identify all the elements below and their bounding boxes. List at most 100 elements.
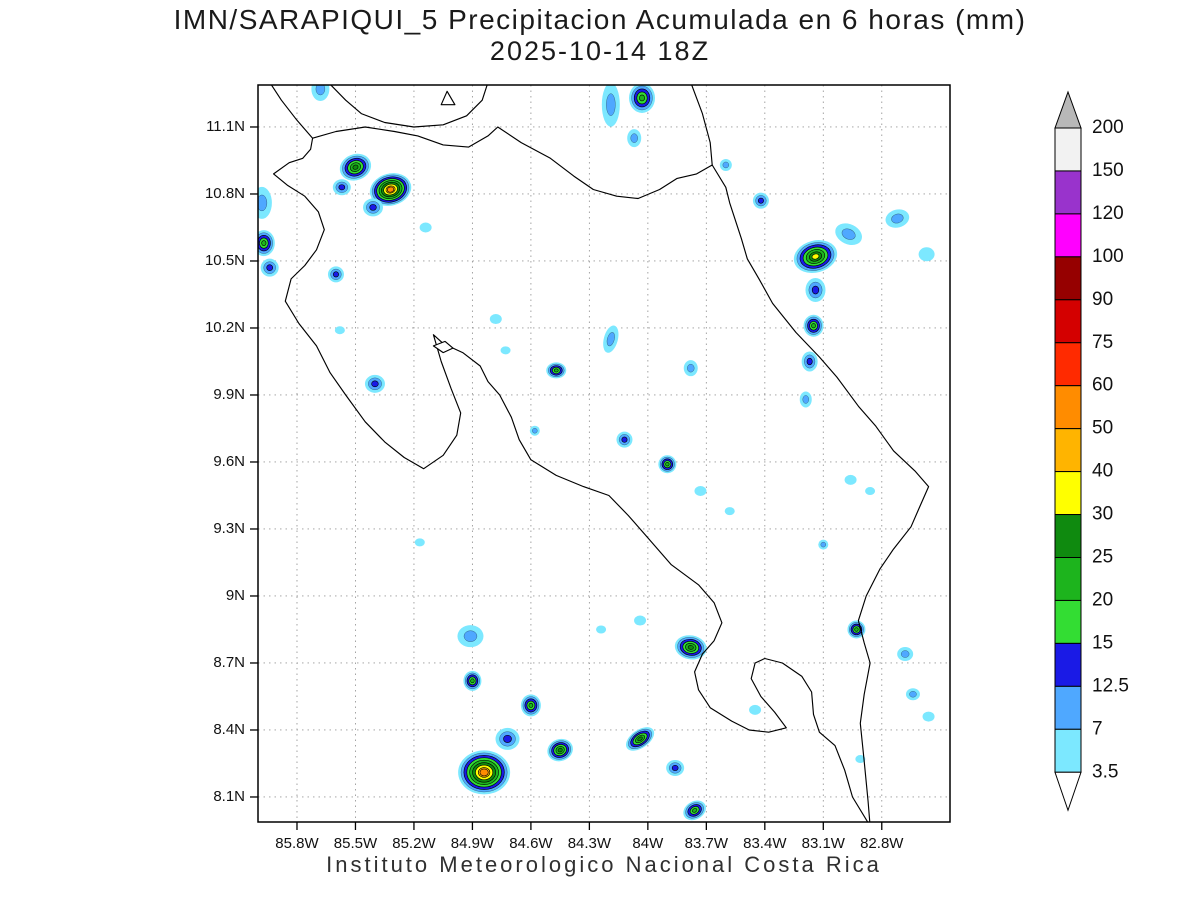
lon-tick-label: 84W <box>632 835 664 852</box>
precip-contour <box>463 630 478 642</box>
colorbar-label: 75 <box>1092 332 1113 353</box>
precip-cell <box>683 360 698 377</box>
precip-cell <box>865 487 876 496</box>
lon-tick-label: 84.3W <box>568 835 612 852</box>
precip-contour <box>419 222 432 233</box>
precip-cell <box>918 247 935 262</box>
lat-tick-label: 11.1N <box>206 118 245 135</box>
precip-contour <box>811 285 820 295</box>
precip-cell <box>805 278 826 303</box>
precip-cell <box>339 153 372 181</box>
colorbar-label: 90 <box>1092 289 1113 310</box>
colorbar-band <box>1054 170 1082 215</box>
colorbar-label: 20 <box>1092 589 1113 610</box>
precip-cell <box>258 230 275 257</box>
precip-contour <box>891 213 904 224</box>
precip-contour <box>630 133 638 143</box>
precip-cell <box>749 704 762 715</box>
lon-tick-label: 85.8W <box>275 835 319 852</box>
colorbar-band <box>1054 256 1082 301</box>
precip-cell <box>616 431 633 448</box>
lat-tick-label: 9N <box>226 587 245 604</box>
precip-contour <box>922 711 935 722</box>
precip-cell <box>414 538 425 547</box>
colorbar-label: 30 <box>1092 504 1113 525</box>
precip-contour <box>503 734 512 743</box>
colorbar-band <box>1054 342 1082 387</box>
colorbar-label: 15 <box>1092 632 1113 653</box>
precip-cell <box>364 374 385 393</box>
colorbar-label: 120 <box>1092 203 1124 224</box>
colorbar-band <box>1054 599 1082 644</box>
precip-cell <box>844 474 857 485</box>
colorbar-bottom-cap <box>1054 771 1082 812</box>
lon-tick-label: 83.7W <box>685 835 729 852</box>
precip-contour <box>371 380 379 388</box>
lat-tick-label: 8.7N <box>213 654 245 671</box>
colorbar-band <box>1054 557 1082 601</box>
colorbar-label: 12.5 <box>1092 675 1129 696</box>
precip-cell <box>363 198 384 217</box>
colorbar-band <box>1054 299 1082 344</box>
lat-tick-label: 10.2N <box>205 319 245 336</box>
colorbar-label: 25 <box>1092 547 1113 568</box>
precip-contour <box>634 615 647 626</box>
axes-layer: 11.1N 10.8N 10.5N 10.2N 9.9N 9.6N 9.3N 9N 8.7N 8.… <box>205 118 904 852</box>
precip-cell <box>694 486 707 497</box>
precip-contour <box>820 541 827 548</box>
precip-cell <box>260 258 279 277</box>
precip-cell <box>724 507 735 516</box>
colorbar-label: 7 <box>1092 718 1103 739</box>
precip-contour <box>722 161 730 169</box>
lat-tick-label: 9.3N <box>213 520 245 537</box>
precip-cell <box>458 750 511 795</box>
colorbar-band <box>1054 514 1082 558</box>
colorbar-label: 200 <box>1092 117 1124 138</box>
graticule-grid <box>258 85 950 822</box>
precip-contour <box>606 332 615 347</box>
precip-contour <box>338 184 346 191</box>
precip-contour <box>557 747 563 753</box>
precip-contour <box>532 427 538 434</box>
precip-contour <box>724 507 735 516</box>
colorbar-label: 50 <box>1092 418 1113 439</box>
precip-cell <box>332 179 351 196</box>
precip-contour <box>865 487 876 496</box>
precip-cell <box>922 711 935 722</box>
coastline-layer <box>270 85 930 822</box>
precip-cell <box>634 615 647 626</box>
precip-cell <box>520 694 541 717</box>
precip-cell <box>627 129 642 148</box>
precip-cell <box>803 314 824 337</box>
lon-tick-label: 83.4W <box>743 835 787 852</box>
precip-cell <box>596 625 607 634</box>
lat-tick-label: 8.1N <box>213 788 245 805</box>
lake-nicaragua-shore <box>330 85 488 128</box>
precip-contour <box>757 197 764 204</box>
chart-valid-time: 2025-10-14 18Z <box>489 36 711 66</box>
precip-cell <box>752 192 769 209</box>
precip-cell <box>500 346 511 355</box>
lon-tick-label: 85.2W <box>392 835 436 852</box>
colorbar-band <box>1054 428 1082 473</box>
colorbar-label: 3.5 <box>1092 761 1118 782</box>
lat-tick-label: 9.6N <box>213 453 245 470</box>
colorbar-top-cap <box>1054 90 1082 129</box>
precip-cell <box>799 391 812 408</box>
precip-cell <box>529 425 540 436</box>
precip-contour <box>639 94 645 102</box>
precip-contour <box>806 357 813 366</box>
precip-contour <box>811 323 816 329</box>
precip-contour <box>900 650 910 658</box>
ometepe-island-outline <box>440 90 456 106</box>
lat-tick-label: 9.9N <box>213 386 245 403</box>
precip-contour <box>844 474 857 485</box>
precip-contour <box>854 627 859 632</box>
precip-cell <box>674 635 707 660</box>
precip-contour <box>909 691 917 698</box>
plot-frame <box>257 84 951 823</box>
precip-contour <box>749 704 762 715</box>
precip-contour <box>369 204 377 211</box>
